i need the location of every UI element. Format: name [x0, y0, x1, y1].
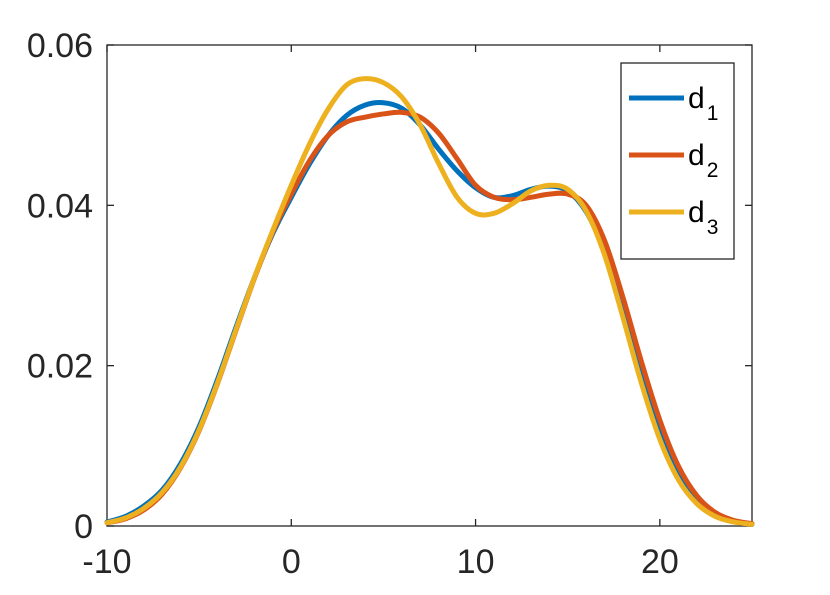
legend-label-subscript: 2 — [707, 159, 719, 182]
legend-label-1: d1 — [688, 82, 718, 125]
x-tick-label: 0 — [282, 543, 301, 581]
x-tick-label: 20 — [641, 543, 679, 581]
series-lines — [104, 76, 755, 527]
y-tick-label: 0.02 — [27, 348, 93, 386]
y-tick-label: 0.04 — [27, 187, 93, 225]
x-tick-label: 10 — [457, 543, 495, 581]
legend-label-subscript: 1 — [707, 102, 719, 125]
y-tick-label: 0.06 — [27, 27, 93, 65]
legend-label-main: d — [688, 196, 705, 229]
legend-label-main: d — [688, 139, 705, 172]
legend-label-2: d2 — [688, 139, 718, 182]
y-tick-label: 0 — [74, 508, 93, 546]
legend-label-3: d3 — [688, 196, 718, 239]
series-line-3 — [104, 76, 755, 527]
legend-label-subscript: 3 — [707, 216, 719, 239]
x-tick-label: -10 — [82, 543, 131, 581]
legend-label-main: d — [688, 82, 705, 115]
